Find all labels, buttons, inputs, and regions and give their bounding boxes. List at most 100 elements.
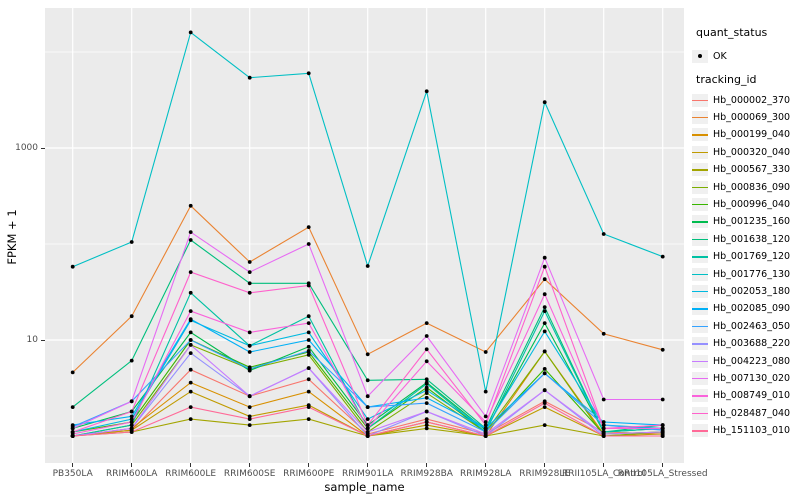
x-tick-mark [367,463,369,467]
data-point [70,264,75,269]
data-point [365,352,370,357]
x-tick-mark [308,463,310,467]
legend-item-label: Hb_001638_120 [713,233,791,245]
line-swatch-icon [692,302,708,316]
legend-item-label: Hb_004223_080 [713,355,791,367]
legend-item-Hb_001776_130: Hb_001776_130 [692,266,790,282]
y-tick-mark [41,147,45,149]
data-point [306,71,311,76]
data-point [601,232,606,236]
data-point [660,430,665,434]
data-point [188,351,193,355]
legend-item-Hb_000002_370: Hb_000002_370 [692,92,790,108]
data-point [188,330,193,335]
x-axis-title: sample_name [324,480,405,494]
data-point [306,314,311,319]
line-swatch-icon [692,110,708,124]
data-point [70,434,75,438]
legend-item-Hb_000836_090: Hb_000836_090 [692,179,790,195]
line-swatch-icon [692,284,708,298]
data-point [306,353,311,357]
legend-item-label: Hb_002085_090 [713,303,791,315]
data-point [424,420,429,424]
x-tick-label: RRIM600PE [283,469,335,479]
data-point [188,380,193,385]
data-point [247,423,252,427]
legend-item-Hb_002463_050: Hb_002463_050 [692,318,790,334]
line-swatch-icon [692,250,708,264]
legend-item-label: Hb_000567_330 [713,164,791,176]
legend-item-label: Hb_028487_040 [713,407,791,419]
legend-item-Hb_000069_300: Hb_000069_300 [692,109,790,125]
data-point [365,394,370,399]
y-axis-title: FPKM + 1 [5,209,19,265]
y-tick-mark [41,339,45,341]
legend-item-Hb_001769_120: Hb_001769_120 [692,249,790,265]
data-point [247,270,252,274]
legend-item-label: Hb_001776_130 [713,268,791,280]
legend-item-label: Hb_000069_300 [713,111,791,123]
x-tick-label: RRIM600SE [223,469,276,479]
legend-item-Hb_003688_220: Hb_003688_220 [692,336,790,352]
data-point [601,331,606,336]
data-point [306,405,311,409]
data-point [188,405,193,409]
data-point [483,420,488,424]
data-point [542,329,547,334]
data-point [188,30,193,35]
data-point [424,347,429,352]
legend-item-label: OK [713,50,727,62]
data-point [424,395,429,400]
data-point [247,260,252,264]
data-point [247,417,252,421]
data-point [247,281,252,286]
data-point [306,330,311,335]
plot-canvas [45,8,684,463]
x-tick-mark [426,463,428,467]
data-point [424,334,429,338]
legend-item-quant-status: OK [692,48,727,64]
data-point [542,367,547,371]
legend-item-Hb_001235_160: Hb_001235_160 [692,214,790,230]
data-point [542,305,547,309]
data-point [542,371,547,376]
x-tick-label: RRIM928LA [459,469,512,479]
line-swatch-icon [692,406,708,420]
legend-item-label: Hb_002463_050 [713,320,791,332]
data-point [542,349,547,354]
data-point [601,397,606,402]
data-point [188,417,193,421]
data-point [188,230,193,235]
line-swatch-icon [692,389,708,403]
data-point [542,292,547,297]
line-swatch-icon [692,197,708,211]
line-swatch-icon [692,180,708,194]
data-point [129,240,134,244]
x-tick-mark [190,463,192,467]
data-point [601,420,606,424]
data-point [129,420,134,424]
data-point [70,430,75,434]
legend-item-label: Hb_000836_090 [713,181,791,193]
line-swatch-icon [692,371,708,385]
x-tick-label: RRIM928LE [519,469,571,479]
data-point [424,409,429,414]
data-point [542,405,547,409]
data-point [542,100,547,105]
data-point [247,394,252,399]
data-point [365,378,370,383]
data-point [365,434,370,438]
legend-item-Hb_151103_010: Hb_151103_010 [692,423,790,439]
legend-tracking-id-title: tracking_id [696,73,757,86]
data-point [365,423,370,427]
legend-item-Hb_000199_040: Hb_000199_040 [692,127,790,143]
data-point [483,389,488,394]
data-point [660,434,665,438]
legend-item-label: Hb_000996_040 [713,198,791,210]
data-point [70,405,75,409]
x-tick-label: RRIM901LA [341,469,394,479]
data-point [247,75,252,80]
legend-item-label: Hb_002053_180 [713,285,791,297]
data-point [306,321,311,325]
legend-item-label: Hb_001769_120 [713,251,791,263]
